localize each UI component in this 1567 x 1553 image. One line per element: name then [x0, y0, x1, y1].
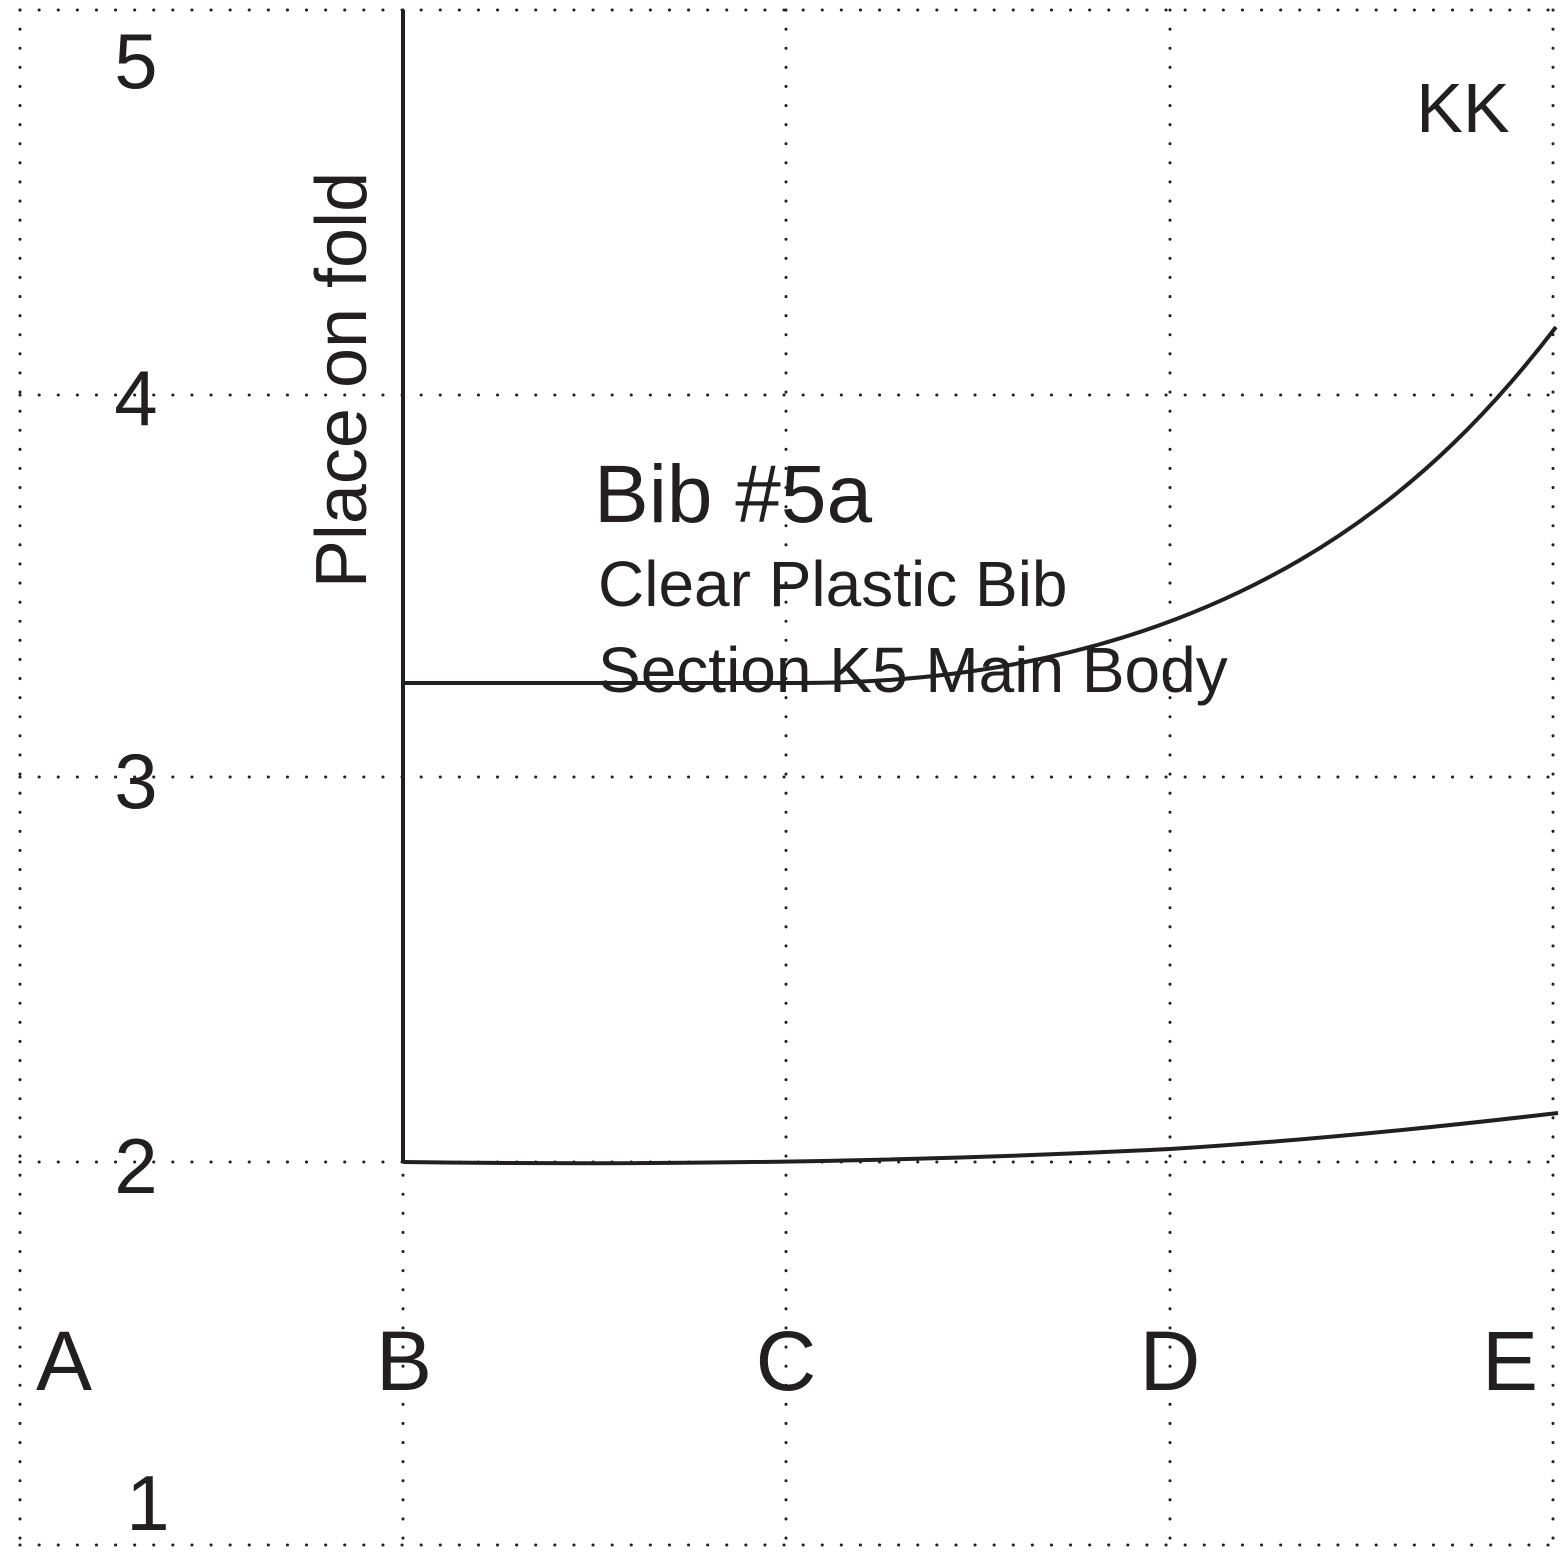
- column-label-d: D: [1140, 1314, 1201, 1408]
- dotted-grid: [18, 8, 1562, 1547]
- row-label-4: 4: [114, 354, 157, 442]
- row-label-2: 2: [114, 1122, 157, 1210]
- column-label-c: C: [756, 1314, 817, 1408]
- column-label-b: B: [376, 1314, 432, 1408]
- pattern-title: Bib #5a: [594, 449, 873, 540]
- fold-label: Place on fold: [302, 172, 382, 588]
- bottom-edge-curve: [402, 1111, 1559, 1166]
- neckline-curve: [403, 325, 1558, 685]
- row-label-1: 1: [126, 1459, 169, 1547]
- row-label-5: 5: [114, 17, 157, 105]
- bib-pattern-outline: [401, 10, 1559, 1166]
- pattern-subtitle: Clear Plastic Bib: [598, 548, 1068, 620]
- designer-mark: KK: [1416, 69, 1509, 147]
- row-label-3: 3: [114, 737, 157, 825]
- column-label-a: A: [36, 1314, 92, 1408]
- pattern-section: Section K5 Main Body: [598, 634, 1228, 706]
- column-label-e: E: [1482, 1314, 1538, 1408]
